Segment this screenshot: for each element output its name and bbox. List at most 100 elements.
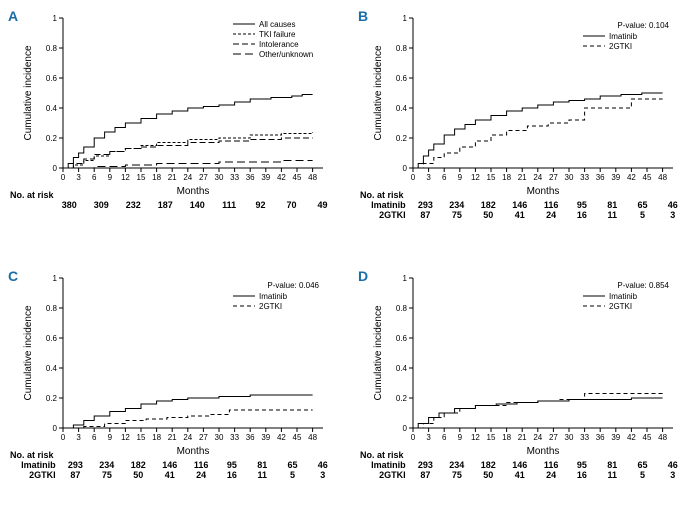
svg-text:39: 39	[261, 433, 270, 442]
svg-text:0: 0	[411, 433, 416, 442]
svg-text:0: 0	[403, 164, 408, 173]
series-line	[63, 161, 313, 169]
svg-text:15: 15	[487, 173, 496, 182]
svg-text:0.4: 0.4	[46, 364, 58, 373]
svg-text:9: 9	[458, 433, 463, 442]
svg-text:45: 45	[643, 173, 652, 182]
series-line	[413, 93, 663, 168]
svg-text:42: 42	[627, 433, 636, 442]
svg-text:0.8: 0.8	[46, 44, 58, 53]
legend-label: Imatinib	[609, 292, 638, 301]
legend-label: 2GTKI	[259, 302, 282, 311]
svg-text:15: 15	[487, 433, 496, 442]
svg-text:0.8: 0.8	[46, 304, 58, 313]
svg-text:27: 27	[549, 173, 558, 182]
legend-label: TKI failure	[259, 30, 296, 39]
svg-text:0.6: 0.6	[46, 74, 58, 83]
svg-text:30: 30	[565, 433, 574, 442]
svg-text:30: 30	[215, 433, 224, 442]
svg-text:6: 6	[442, 173, 447, 182]
svg-text:15: 15	[137, 433, 146, 442]
svg-text:45: 45	[293, 433, 302, 442]
series-line	[63, 132, 313, 168]
svg-text:30: 30	[215, 173, 224, 182]
svg-text:0.6: 0.6	[46, 334, 58, 343]
svg-text:0.6: 0.6	[396, 74, 408, 83]
legend-label: Other/unknown	[259, 50, 313, 59]
svg-text:21: 21	[518, 433, 527, 442]
svg-text:27: 27	[199, 173, 208, 182]
svg-text:0.2: 0.2	[46, 134, 58, 143]
svg-text:48: 48	[308, 433, 317, 442]
svg-text:39: 39	[261, 173, 270, 182]
series-line	[63, 410, 313, 428]
svg-text:42: 42	[277, 433, 286, 442]
series-line	[413, 99, 663, 168]
svg-text:18: 18	[152, 433, 161, 442]
svg-text:18: 18	[152, 173, 161, 182]
svg-text:24: 24	[533, 433, 542, 442]
svg-text:3: 3	[426, 173, 431, 182]
legend-label: 2GTKI	[609, 302, 632, 311]
plot: 00.20.40.60.8103691215182124273033363942…	[8, 8, 338, 208]
svg-text:9: 9	[108, 433, 113, 442]
svg-text:45: 45	[293, 173, 302, 182]
svg-text:1: 1	[53, 14, 58, 23]
svg-text:21: 21	[168, 433, 177, 442]
svg-text:18: 18	[502, 173, 511, 182]
risk-table: No. at riskImatinib293234182146116958165…	[358, 190, 688, 220]
svg-text:39: 39	[611, 173, 620, 182]
legend-label: 2GTKI	[609, 42, 632, 51]
panel-c: C00.20.40.60.810369121518212427303336394…	[8, 268, 338, 528]
legend-label: Intolerance	[259, 40, 299, 49]
svg-text:42: 42	[627, 173, 636, 182]
svg-text:0.4: 0.4	[396, 104, 408, 113]
p-value: P-value: 0.104	[617, 21, 669, 30]
svg-text:48: 48	[658, 433, 667, 442]
legend-label: Imatinib	[609, 32, 638, 41]
svg-text:21: 21	[518, 173, 527, 182]
svg-text:48: 48	[308, 173, 317, 182]
svg-text:3: 3	[76, 433, 81, 442]
svg-text:1: 1	[53, 274, 58, 283]
svg-text:21: 21	[168, 173, 177, 182]
plot: 00.20.40.60.8103691215182124273033363942…	[358, 268, 688, 468]
svg-text:36: 36	[596, 173, 605, 182]
svg-text:45: 45	[643, 433, 652, 442]
svg-text:6: 6	[442, 433, 447, 442]
risk-table: No. at riskImatinib293234182146116958165…	[8, 450, 338, 480]
svg-text:27: 27	[199, 433, 208, 442]
svg-text:0.6: 0.6	[396, 334, 408, 343]
svg-text:9: 9	[108, 173, 113, 182]
panel-b: B00.20.40.60.810369121518212427303336394…	[358, 8, 688, 268]
svg-text:33: 33	[580, 433, 589, 442]
svg-text:0.2: 0.2	[396, 394, 408, 403]
risk-table: No. at riskImatinib293234182146116958165…	[358, 450, 688, 480]
svg-text:0.4: 0.4	[46, 104, 58, 113]
plot: 00.20.40.60.8103691215182124273033363942…	[358, 8, 688, 208]
svg-text:39: 39	[611, 433, 620, 442]
svg-text:12: 12	[471, 433, 480, 442]
svg-text:42: 42	[277, 173, 286, 182]
svg-text:36: 36	[246, 173, 255, 182]
svg-text:33: 33	[230, 173, 239, 182]
svg-text:0: 0	[411, 173, 416, 182]
svg-text:24: 24	[183, 433, 192, 442]
p-value: P-value: 0.046	[267, 281, 319, 290]
svg-text:24: 24	[533, 173, 542, 182]
svg-text:Cumulative incidence: Cumulative incidence	[373, 45, 384, 140]
svg-text:0.8: 0.8	[396, 44, 408, 53]
svg-text:9: 9	[458, 173, 463, 182]
svg-text:0: 0	[61, 173, 66, 182]
svg-text:15: 15	[137, 173, 146, 182]
svg-text:30: 30	[565, 173, 574, 182]
p-value: P-value: 0.854	[617, 281, 669, 290]
svg-text:36: 36	[596, 433, 605, 442]
svg-text:24: 24	[183, 173, 192, 182]
svg-text:33: 33	[580, 173, 589, 182]
svg-text:12: 12	[121, 173, 130, 182]
svg-text:1: 1	[403, 274, 408, 283]
svg-text:6: 6	[92, 433, 97, 442]
figure-grid: A00.20.40.60.810369121518212427303336394…	[0, 0, 697, 520]
svg-text:1: 1	[403, 14, 408, 23]
